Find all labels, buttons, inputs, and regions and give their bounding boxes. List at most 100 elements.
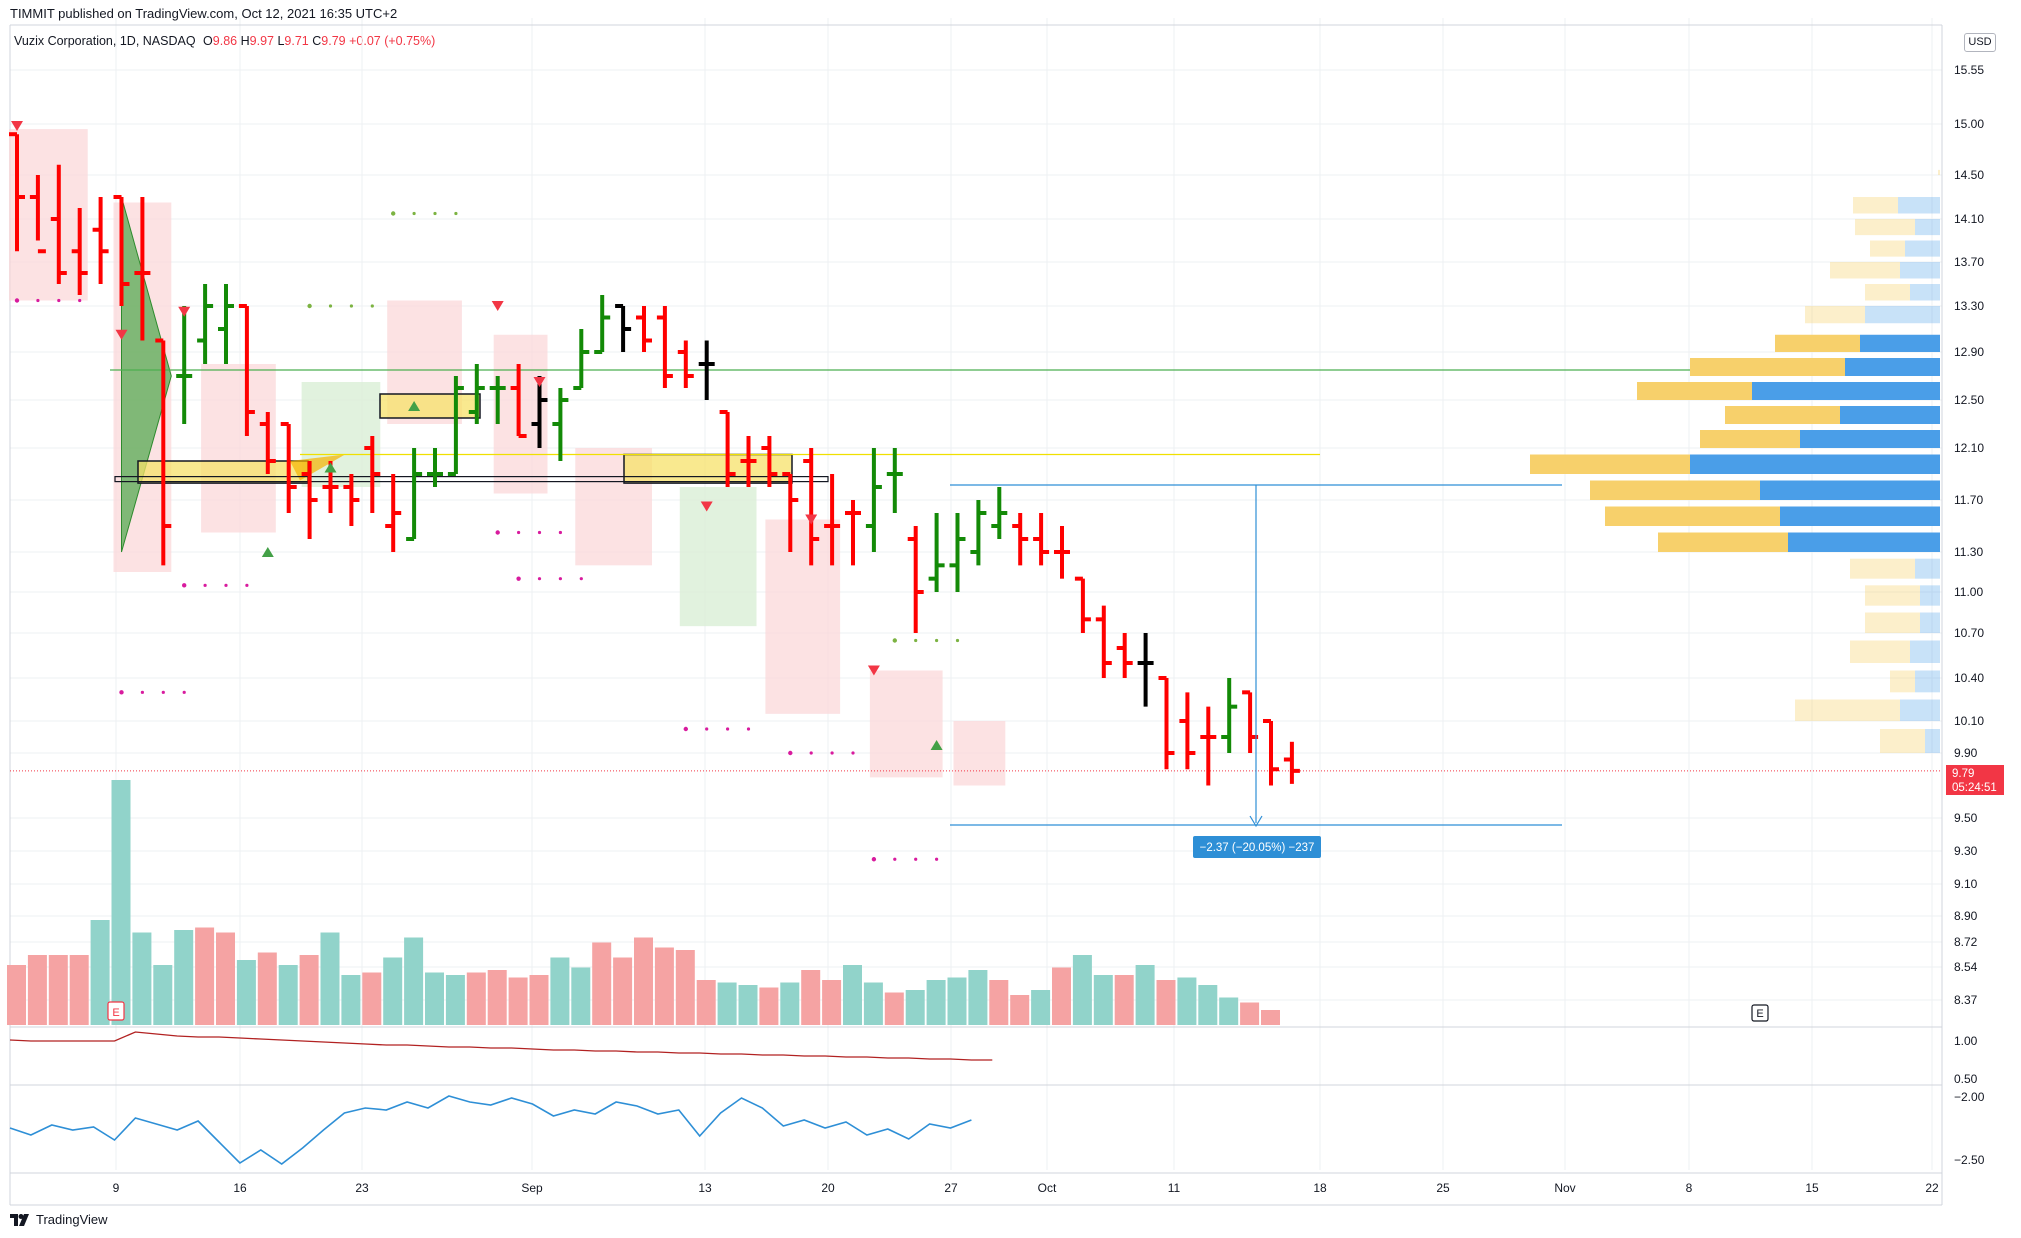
signal-dot-3 [78,298,82,303]
ohlc-bar-16 [343,474,360,526]
profile-down-1 [1853,197,1898,214]
ohlc-bar-20 [427,448,443,487]
signal-dot-11 [245,583,249,587]
ohlc-bar-12 [259,412,276,474]
time-tick-label-2: 23 [355,1181,369,1195]
indicator-tick-2-0: −2.00 [1954,1090,1985,1104]
price-tick-label-14: 10.10 [1954,714,1984,728]
volume-bar-44 [926,980,946,1025]
volume-bar-20 [425,972,444,1025]
signal-dot-43 [935,857,939,861]
time-tick-label-13: 15 [1805,1181,1819,1195]
price-tick-label-17: 9.30 [1954,844,1978,858]
ohlc-bar-51 [1074,576,1091,633]
volume-bar-8 [174,930,194,1025]
signal-dot-41 [893,857,897,861]
signal-dot-4 [119,690,124,695]
ohlc-bar-35 [740,436,757,487]
sell-signal-icon-2 [178,306,191,317]
signal-dot-9 [203,583,207,587]
price-tick-label-8: 12.10 [1954,441,1984,455]
indicator-tick-1-0: 1.00 [1954,1034,1978,1048]
profile-up-4 [1900,262,1940,279]
footer-brand-label: TradingView [36,1212,108,1227]
footer-brand[interactable]: TradingView [10,1212,108,1227]
ohlc-bar-31 [656,306,673,388]
volume-bar-29 [613,957,633,1025]
time-tick-label-6: 27 [944,1181,958,1195]
price-tick-label-20: 8.72 [1954,935,1978,949]
volume-bar-59 [1240,1002,1260,1025]
volume-bars [7,780,1280,1025]
price-axis: 15.55 15.00 14.50 14.10 13.70 13.30 12.90 12.50… [1954,63,1985,1167]
red-zone-0 [9,129,88,301]
profile-up-3 [1905,240,1940,257]
ohlc-bar-56 [1179,692,1196,770]
ohlc-bar-2 [50,164,67,284]
signal-dot-22 [537,530,542,535]
volume-bar-24 [508,977,528,1025]
volume-bar-34 [717,982,737,1025]
sell-signal-icon-6 [805,514,818,525]
ohlc-bar-26 [552,388,569,461]
volume-bar-23 [487,970,507,1025]
sell-signal-icon-1 [115,329,128,340]
ohlc-bar-0 [9,132,25,252]
signal-dot-26 [558,577,563,581]
volume-bar-30 [634,937,653,1025]
price-tick-label-2: 14.50 [1954,168,1984,182]
volume-bar-27 [571,967,591,1025]
currency-selector[interactable]: USD [1964,33,1996,52]
indicator-line-blue [9,1095,972,1165]
ohlc-bar-8 [176,306,193,424]
volume-bar-36 [759,987,779,1025]
ohlc-bar-14 [301,461,318,539]
time-tick-label-10: 25 [1436,1181,1450,1195]
time-tick-label-4: 13 [698,1181,712,1195]
yellow-zone-2 [623,453,793,484]
signal-dot-7 [182,690,186,694]
symbol-name: Vuzix Corporation, 1D, NASDAQ [14,34,196,48]
profile-down-17 [1865,585,1920,606]
profile-up-14 [1780,506,1940,526]
ohlc-bar-36 [761,436,778,487]
ohlc-bar-44 [928,513,945,592]
buy-signal-icon-0 [261,547,274,557]
profile-down-14 [1605,506,1780,526]
volume-bar-51 [1072,955,1092,1025]
price-tick-label-21: 8.54 [1954,960,1978,974]
signal-dot-25 [537,577,542,581]
ohlc-bar-5 [113,195,130,306]
price-tick-label-3: 14.10 [1954,212,1984,226]
price-tick-label-1: 15.00 [1954,117,1984,131]
volume-bar-33 [696,980,716,1025]
price-tick-label-5: 13.30 [1954,299,1984,313]
signal-dot-5 [140,690,144,694]
profile-down-21 [1795,699,1900,721]
pattern-boxes [9,129,1006,786]
price-tag-box [1946,765,2004,795]
profile-down-19 [1850,640,1910,663]
profile-up-5 [1910,284,1940,301]
measure-label: −2.37 (−20.05%) −237 [1200,842,1315,854]
volume-bar-5 [111,780,131,1025]
profile-down-12 [1530,454,1690,474]
volume-bar-60 [1261,1010,1280,1025]
ohlc-bar-30 [636,306,652,352]
earnings-marker-future-label: E [1756,1008,1763,1020]
time-tick-label-12: 8 [1686,1181,1693,1195]
profile-down-0 [1938,169,1940,175]
volume-bar-9 [195,927,215,1025]
ohlc-bar-50 [1054,526,1070,579]
signal-dot-35 [851,751,855,755]
price-tick-label-11: 11.00 [1954,585,1983,599]
volume-bar-3 [69,955,89,1025]
signal-dot-29 [705,727,709,731]
profile-up-9 [1752,382,1940,400]
profile-up-15 [1788,532,1940,552]
yellow-zone-1 [379,393,481,419]
ohlc-values: O9.86 H9.97 L9.71 C9.79 +0.07 (+0.75%) [203,34,436,48]
volume-bar-11 [236,960,256,1025]
volume-bar-39 [822,980,842,1025]
